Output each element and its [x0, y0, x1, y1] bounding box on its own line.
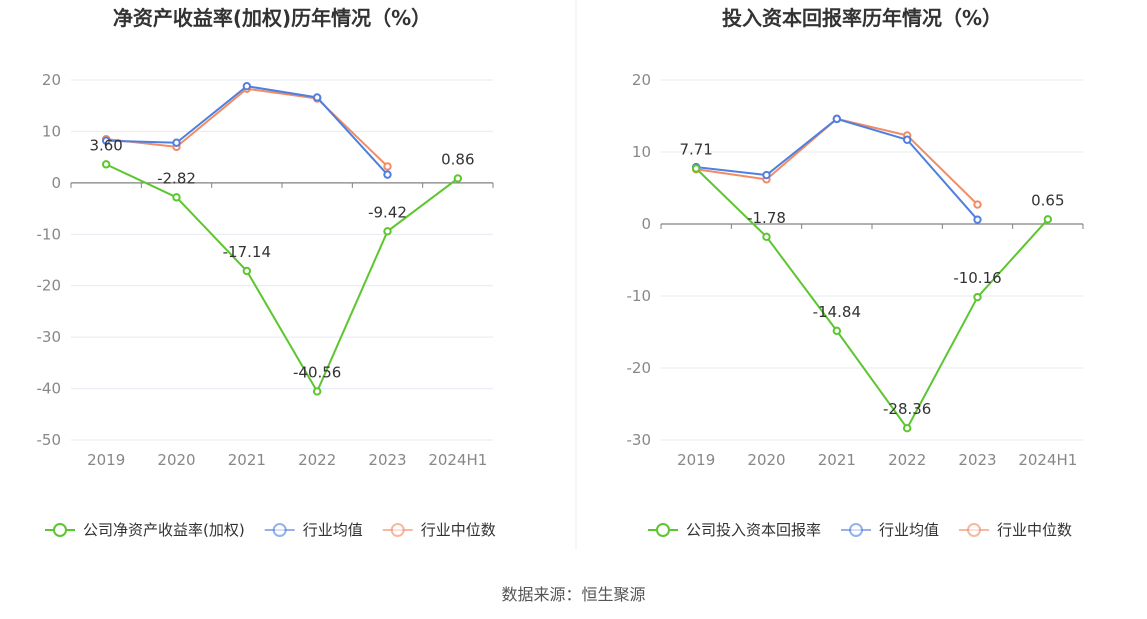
legend-marker [849, 523, 864, 537]
x-tick-label: 2020 [157, 451, 195, 469]
data-point-industry_avg[interactable] [101, 136, 111, 145]
data-label: -1.78 [747, 209, 786, 227]
data-point-company[interactable] [101, 160, 111, 169]
y-tick-label: -20 [37, 277, 62, 295]
series-line-company [105, 163, 459, 394]
legend-label: 行业中位数 [421, 521, 496, 539]
legend-marker [53, 523, 67, 537]
data-point-industry_avg[interactable] [242, 81, 252, 91]
x-tick-label: 2022 [888, 451, 926, 469]
data-label: 3.60 [89, 136, 122, 154]
legend-marker [390, 523, 405, 537]
data-label: 7.71 [679, 140, 712, 158]
data-point-industry_avg[interactable] [762, 170, 771, 180]
series-line-industry_median [696, 117, 979, 206]
data-point-company[interactable] [832, 326, 842, 336]
data-point-company[interactable] [762, 232, 771, 242]
data-point-company[interactable] [902, 423, 912, 433]
series-line-industry_avg [696, 117, 979, 221]
data-label: -2.82 [157, 169, 196, 187]
chart-2: 投入资本回报率历年情况（%） 20 10 0 -10 -20 -30 2019 2020 2021… [627, 6, 1084, 539]
y-tick-label: 10 [632, 143, 651, 161]
x-tick-label: 2023 [958, 451, 996, 469]
data-label: -17.14 [223, 243, 271, 261]
data-point-industry_avg[interactable] [312, 93, 322, 102]
y-tick-label: 0 [51, 174, 61, 192]
legend-marker [656, 523, 670, 537]
y-tick-label: 0 [641, 215, 651, 233]
x-tick-label: 2023 [368, 451, 406, 469]
series-line-industry_avg [106, 85, 389, 176]
legend-item-industry_avg[interactable]: 行业均值 [841, 521, 939, 539]
y-tick-label: -40 [37, 380, 62, 398]
y-tick-label: -10 [627, 287, 652, 305]
data-point-industry_avg[interactable] [172, 138, 181, 147]
y-tick-label: 10 [42, 122, 61, 140]
x-tick-label: 2021 [228, 451, 266, 469]
y-tick-label: 20 [42, 71, 61, 89]
x-tick-label: 2021 [818, 451, 856, 469]
legend-item-company[interactable]: 公司投入资本回报率 [648, 521, 821, 539]
data-point-company[interactable] [691, 164, 701, 173]
data-point-company[interactable] [453, 174, 463, 183]
legend-marker [272, 523, 287, 537]
data-point-company[interactable] [973, 292, 982, 302]
series-industry_median [691, 114, 982, 209]
y-tick-label: -50 [37, 431, 62, 449]
x-tick-label: 2019 [677, 451, 715, 469]
y-tick-label: 20 [632, 71, 651, 89]
y-tick-label: -20 [627, 359, 652, 377]
y-tick-label: -10 [37, 225, 62, 243]
data-label: 0.86 [441, 150, 474, 168]
legend-label: 公司投入资本回报率 [686, 521, 821, 539]
legend-label: 行业中位数 [997, 521, 1072, 539]
data-point-company[interactable] [312, 387, 322, 396]
data-point-company[interactable] [172, 193, 181, 202]
data-point-industry_avg[interactable] [832, 114, 842, 124]
data-point-industry_median[interactable] [973, 200, 982, 209]
data-point-industry_avg[interactable] [973, 215, 982, 224]
data-label: -10.16 [953, 269, 1001, 287]
series-company: 7.71 -1.78 -14.84 -28.36 -10.16 0.65 [679, 140, 1065, 433]
x-tick-label: 2022 [298, 451, 336, 469]
data-point-company[interactable] [242, 266, 252, 276]
y-tick-label: -30 [627, 431, 652, 449]
legend-item-company[interactable]: 公司净资产收益率(加权) [45, 521, 245, 539]
legend-label: 行业均值 [879, 521, 939, 539]
series-line-company [695, 167, 1049, 431]
data-point-industry_avg[interactable] [383, 170, 392, 179]
data-label: -40.56 [293, 363, 341, 381]
data-point-company[interactable] [383, 227, 392, 236]
data-label: -14.84 [813, 303, 861, 321]
legend-label: 行业均值 [303, 521, 363, 539]
data-label: -9.42 [368, 203, 407, 221]
data-label: 0.65 [1031, 191, 1064, 209]
series-company: 3.60 -2.82 -17.14 -40.56 -9.42 0.86 [89, 136, 475, 396]
chart-title: 投入资本回报率历年情况（%） [722, 6, 1002, 30]
x-tick-label: 2024H1 [428, 451, 487, 469]
legend: 公司净资产收益率(加权) 行业均值 行业中位数 [45, 521, 496, 539]
data-label: -28.36 [883, 400, 931, 418]
legend-marker [967, 523, 982, 537]
legend-item-industry_median[interactable]: 行业中位数 [959, 521, 1072, 539]
series-industry_avg [101, 81, 392, 179]
series-industry_median [101, 84, 392, 171]
legend-item-industry_avg[interactable]: 行业均值 [264, 521, 363, 539]
data-point-industry_avg[interactable] [902, 135, 912, 144]
chart-title: 净资产收益率(加权)历年情况（%） [113, 6, 431, 30]
legend-label: 公司净资产收益率(加权) [83, 521, 245, 539]
x-tick-label: 2024H1 [1018, 451, 1077, 469]
data-point-company[interactable] [1043, 215, 1053, 224]
y-tick-label: -30 [37, 328, 62, 346]
data-point-industry_median[interactable] [383, 162, 392, 171]
x-tick-label: 2020 [747, 451, 785, 469]
chart-1: 净资产收益率(加权)历年情况（%） 20 10 0 -10 -20 -30 -40 -50 201… [37, 6, 496, 539]
x-tick-label: 2019 [87, 451, 125, 469]
legend: 公司投入资本回报率 行业均值 行业中位数 [648, 521, 1072, 539]
data-source-note: 数据来源：恒生聚源 [501, 585, 646, 604]
legend-item-industry_median[interactable]: 行业中位数 [382, 521, 496, 539]
